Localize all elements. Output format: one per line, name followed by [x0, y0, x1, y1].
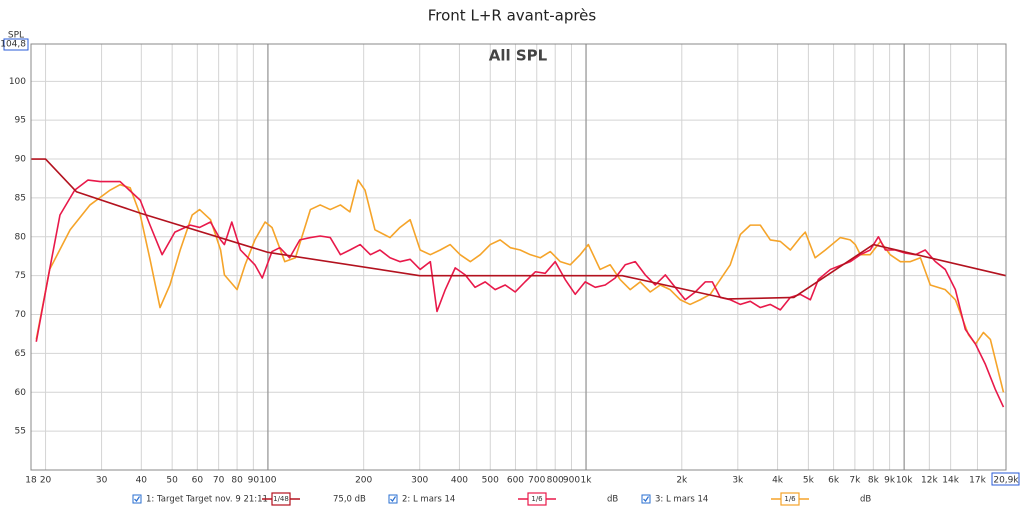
x-tick-label: 14k	[942, 476, 959, 486]
legend-label: 2: L mars 14	[402, 495, 455, 505]
smoothing-label: 1/6	[531, 495, 543, 503]
legend-label: 3: L mars 14	[655, 495, 708, 505]
x-tick-label: 18	[25, 476, 37, 486]
checkbox[interactable]	[132, 494, 142, 504]
x-tick-label: 500	[482, 476, 499, 486]
smoothing-label: 1/48	[273, 495, 289, 503]
y-tick-label: 95	[15, 116, 26, 126]
x-tick-label: 7k	[849, 476, 861, 486]
legend: 1: Target Target nov. 9 21:11 1/48 75,0 dB…	[132, 492, 871, 506]
axes: 55 60 65 70 75 80 85 90 95 100 104,8 18 20 30 40 50 60 70…	[0, 38, 1020, 486]
y-tick-label: 65	[15, 349, 26, 359]
x-tick-label: 70	[213, 476, 225, 486]
level-label: dB	[607, 495, 618, 505]
y-tick-label: 70	[15, 310, 27, 320]
series-line	[31, 158, 1007, 300]
x-tick-label: 600	[507, 476, 524, 486]
chart-title: Front L+R avant-après	[428, 7, 597, 25]
level-label: dB	[860, 495, 871, 505]
x-tick-label: 100	[259, 476, 276, 486]
y-tick-label: 85	[15, 193, 26, 203]
x-tick-label: 1k	[581, 476, 593, 486]
x-tick-label: 20,9k	[993, 476, 1019, 486]
checkmark[interactable]	[643, 496, 649, 502]
level-label: 75,0 dB	[333, 495, 366, 505]
x-tick-label: 300	[411, 476, 428, 486]
checkmark[interactable]	[390, 496, 396, 502]
series-line	[35, 179, 1005, 393]
x-tick-label: 60	[192, 476, 204, 486]
y-tick-label: 80	[15, 232, 27, 242]
x-tick-label: 700	[528, 476, 545, 486]
checkbox[interactable]	[388, 494, 398, 504]
x-tick-label: 800	[547, 476, 564, 486]
legend-label: 1: Target Target nov. 9 21:11	[146, 495, 268, 505]
plot-lines	[31, 158, 1007, 408]
x-tick-label: 50	[166, 476, 178, 486]
x-tick-label: 10k	[896, 476, 913, 486]
y-tick-label: 104,8	[0, 40, 26, 50]
x-tick-label: 5k	[803, 476, 815, 486]
x-tick-label: 400	[451, 476, 468, 486]
y-tick-label: 75	[15, 271, 26, 281]
y-tick-label: 100	[9, 77, 26, 87]
y-axis-label: SPL	[8, 31, 24, 41]
y-tick-label: 90	[15, 155, 27, 165]
smoothing-box[interactable]	[271, 492, 291, 506]
x-tick-label: 200	[355, 476, 372, 486]
x-tick-label: 6k	[828, 476, 840, 486]
x-tick-label: 17k	[969, 476, 986, 486]
smoothing-label: 1/6	[784, 495, 796, 503]
x-tick-label: 30	[96, 476, 108, 486]
tick-box	[3, 38, 29, 51]
smoothing-box[interactable]	[780, 492, 800, 506]
smoothing-box[interactable]	[527, 492, 547, 506]
x-tick-label: 80	[231, 476, 243, 486]
x-tick-label: 12k	[921, 476, 938, 486]
annotation: All SPL	[489, 47, 548, 65]
tick-box	[991, 472, 1020, 486]
x-tick-label: 90	[248, 476, 260, 486]
x-tick-label: 9k	[884, 476, 896, 486]
plot-frame	[30, 43, 1007, 471]
x-tick-label: 3k	[732, 476, 744, 486]
x-tick-label: 900	[563, 476, 580, 486]
series-line	[35, 179, 1005, 408]
x-tick-label: 20	[40, 476, 52, 486]
checkmark[interactable]	[134, 496, 140, 502]
x-tick-label: 4k	[772, 476, 784, 486]
x-tick-label: 8k	[868, 476, 880, 486]
y-tick-label: 60	[15, 388, 27, 398]
x-tick-label: 40	[136, 476, 148, 486]
y-tick-label: 55	[15, 427, 26, 437]
checkbox[interactable]	[641, 494, 651, 504]
x-tick-label: 2k	[676, 476, 688, 486]
